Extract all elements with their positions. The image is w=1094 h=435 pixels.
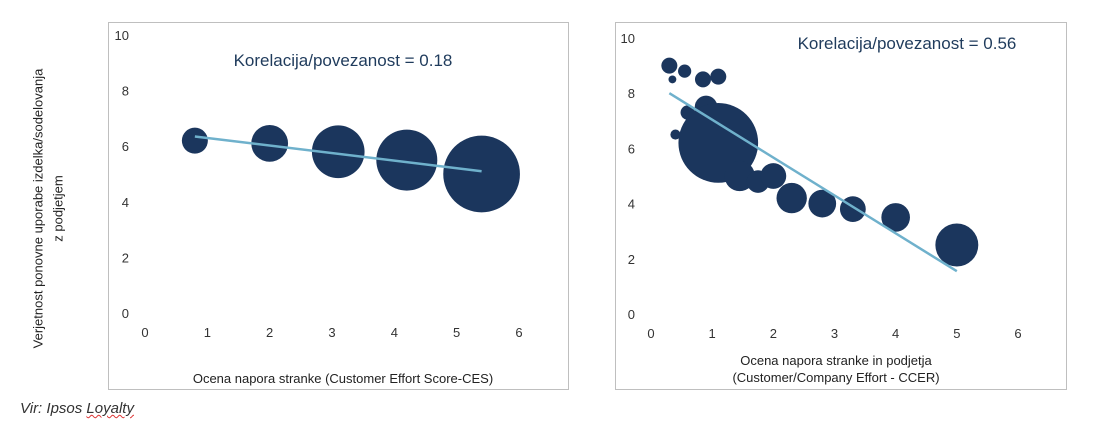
y-tick-label: 2 <box>122 250 129 265</box>
y-axis-label-line-1: Verjetnost ponovne uporabe izdelka/sodel… <box>30 68 46 348</box>
bubble-chart-ces: 0 2 4 6 8 10 0 1 2 3 4 5 6 Ocena napora stranke (Cust… <box>115 28 523 386</box>
y-tick-label: 10 <box>621 31 635 46</box>
x-tick-label: 6 <box>1014 326 1021 341</box>
correlation-annotation: Korelacija/povezanost = 0.18 <box>234 51 453 70</box>
bubble <box>251 125 289 162</box>
x-axis-label: Ocena napora stranke in podjetja <box>740 353 932 368</box>
chart-panel-ces: 0 2 4 6 8 10 0 1 2 3 4 5 6 Ocena napora stranke (Cust… <box>108 22 569 390</box>
bubble <box>760 163 787 189</box>
bubble <box>443 135 520 213</box>
x-tick-label: 0 <box>647 326 654 341</box>
bubble <box>776 182 807 214</box>
bubble <box>808 189 837 218</box>
bubble <box>881 203 910 232</box>
x-tick-label: 4 <box>892 326 899 341</box>
y-tick-label: 0 <box>628 307 635 322</box>
source-note: Vir: Ipsos Loyalty <box>20 400 134 417</box>
y-tick-label: 6 <box>122 139 129 154</box>
y-tick-label: 4 <box>628 197 635 212</box>
x-tick-label: 3 <box>328 325 335 340</box>
trend-line <box>668 92 958 273</box>
correlation-annotation: Korelacija/povezanost = 0.56 <box>798 34 1017 53</box>
x-tick-label: 5 <box>953 326 960 341</box>
x-axis-label: (Customer/Company Effort - CCER) <box>732 370 939 385</box>
bubble <box>661 57 678 74</box>
bubble-chart-ccer: 0 2 4 6 8 10 0 1 2 3 4 5 6 Ocena napora stranke in po… <box>621 31 1022 385</box>
x-tick-label: 4 <box>391 325 398 340</box>
y-tick-label: 2 <box>628 252 635 267</box>
x-tick-label: 3 <box>831 326 838 341</box>
x-tick-label: 2 <box>770 326 777 341</box>
bubble <box>670 129 681 140</box>
x-tick-label: 6 <box>515 325 522 340</box>
bubble <box>935 223 979 267</box>
y-tick-label: 8 <box>628 86 635 101</box>
source-brand: Loyalty <box>86 400 134 417</box>
y-tick-label: 0 <box>122 306 129 321</box>
bubble <box>181 127 208 154</box>
x-tick-label: 0 <box>141 325 148 340</box>
bubble <box>710 68 727 85</box>
y-tick-label: 10 <box>115 28 129 43</box>
y-tick-label: 8 <box>122 84 129 99</box>
chart-panel-ccer: 0 2 4 6 8 10 0 1 2 3 4 5 6 Ocena napora stranke in po… <box>615 22 1067 390</box>
bubble <box>668 75 677 84</box>
source-prefix: Vir: Ipsos <box>20 400 87 417</box>
x-tick-label: 5 <box>453 325 460 340</box>
trend-line <box>194 135 482 173</box>
bubble <box>678 64 692 78</box>
x-tick-label: 2 <box>266 325 273 340</box>
x-tick-label: 1 <box>709 326 716 341</box>
x-tick-label: 1 <box>204 325 211 340</box>
x-axis-label: Ocena napora stranke (Customer Effort Sc… <box>193 371 493 386</box>
bubble <box>376 129 438 191</box>
bubble <box>694 71 711 88</box>
bubble <box>311 125 365 179</box>
y-tick-label: 4 <box>122 195 129 210</box>
y-tick-label: 6 <box>628 141 635 156</box>
y-axis-label-line-2: z podjetjem <box>50 174 66 242</box>
